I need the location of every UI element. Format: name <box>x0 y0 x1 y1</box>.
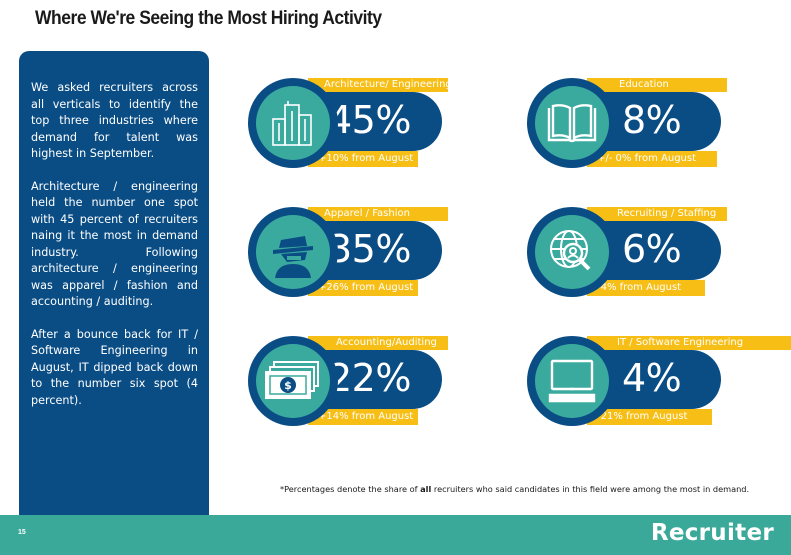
industry-percent: 8% <box>622 98 682 142</box>
industry-change: -21% from August <box>587 409 712 425</box>
industry-percent: 35% <box>328 227 411 271</box>
industry-change: -4% from August <box>587 280 705 296</box>
industry-card-architecture: Architecture/ Engineering 45% +10% from … <box>248 78 448 178</box>
icon-circle <box>248 78 338 168</box>
svg-text:$: $ <box>284 379 292 392</box>
industry-percent: 6% <box>622 227 682 271</box>
industry-card-accounting: Accounting/Auditing 22% +14% from August… <box>248 336 448 436</box>
industry-percent: 22% <box>328 356 411 400</box>
summary-paragraph-3: After a bounce back for IT / Software En… <box>31 327 198 407</box>
industry-label: Education <box>587 78 727 92</box>
footnote: *Percentages denote the share of all rec… <box>280 484 750 494</box>
page-number: 15 <box>18 529 26 536</box>
book-icon <box>547 104 597 143</box>
money-icon: $ <box>265 361 319 399</box>
brand-logo: Recruiter <box>650 520 774 546</box>
industry-label: Accounting/Auditing <box>308 336 448 350</box>
icon-circle <box>248 207 338 297</box>
industry-change: +/- 0% from August <box>587 151 717 167</box>
industry-label: Apparel / Fashion <box>308 207 448 221</box>
industry-label: Recruiting / Staffing <box>587 207 727 221</box>
page-title: Where We're Seeing the Most Hiring Activ… <box>35 8 382 29</box>
icon-circle <box>527 78 617 168</box>
detective-icon <box>273 236 313 278</box>
industry-card-recruiting: Recruiting / Staffing 6% -4% from August <box>527 207 727 307</box>
summary-paragraph-2: Architecture / engineering held the numb… <box>31 179 198 309</box>
industry-label: IT / Software Engineering <box>587 336 791 350</box>
summary-panel: We asked recruiters across all verticals… <box>19 51 209 517</box>
industry-change: +26% from August <box>308 280 418 296</box>
icon-circle: $ <box>248 336 338 426</box>
globe-search-icon <box>550 230 591 271</box>
buildings-icon <box>272 101 312 146</box>
footer-bar: 15 Recruiter <box>0 515 791 555</box>
computer-icon <box>548 359 596 403</box>
industry-card-apparel: Apparel / Fashion 35% +26% from August <box>248 207 448 307</box>
industry-percent: 4% <box>622 356 682 400</box>
industry-percent: 45% <box>328 98 411 142</box>
summary-paragraph-1: We asked recruiters across all verticals… <box>31 81 198 160</box>
industry-label: Architecture/ Engineering <box>308 78 448 92</box>
industry-change: +10% from August <box>308 151 418 167</box>
industry-card-it: IT / Software Engineering 4% -21% from A… <box>527 336 791 436</box>
industry-change: +14% from August <box>308 409 418 425</box>
icon-circle <box>527 336 617 426</box>
industry-card-education: Education 8% +/- 0% from August <box>527 78 727 178</box>
icon-circle <box>527 207 617 297</box>
